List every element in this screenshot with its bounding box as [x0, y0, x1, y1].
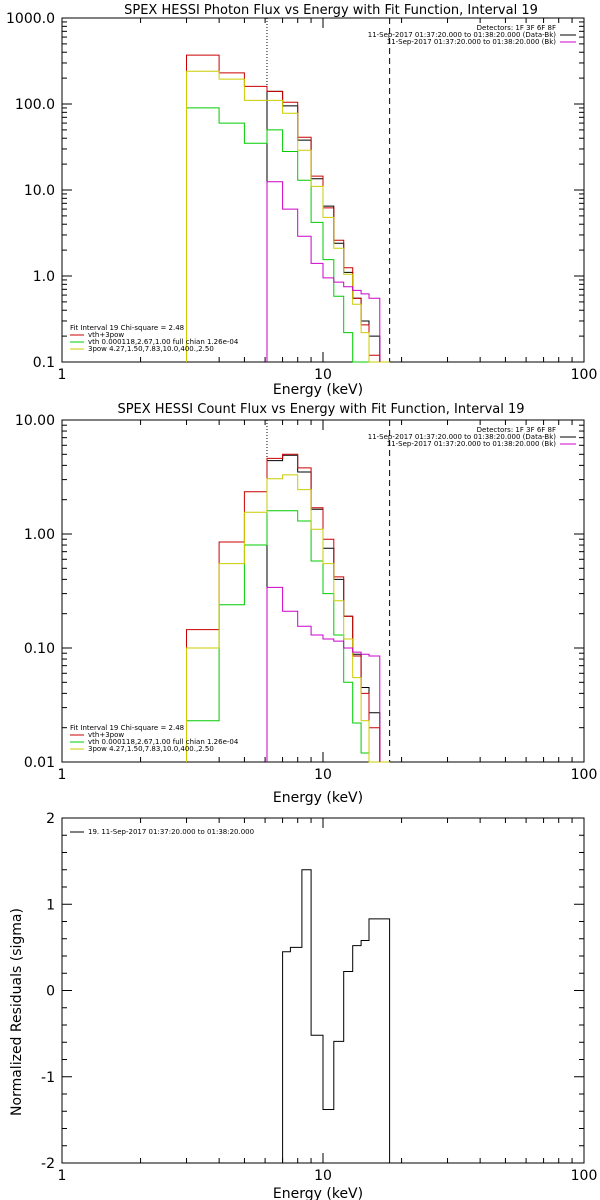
- x-tick-label: 100: [571, 767, 598, 783]
- y-tick-label: 0: [46, 984, 55, 1000]
- legend-entry-text: vth+3pow: [88, 331, 124, 339]
- series-line-vth: [186, 107, 390, 363]
- legend-entry-text: vth 0.000118,2.67,1.00 full chian 1.26e-…: [88, 338, 239, 346]
- legend-entry-text: 3pow 4.27,1.50,7.83,10.0,400.,2.50: [88, 345, 214, 353]
- series-line-bk: [266, 586, 381, 762]
- panel-title: SPEX HESSI Count Flux vs Energy with Fit…: [117, 402, 524, 417]
- legend-entry-text: 11-Sep-2017 01:37:20.000 to 01:38:20.000…: [368, 31, 557, 39]
- y-tick-label: 1000.0: [6, 11, 55, 27]
- series-line-3pow: [186, 70, 390, 363]
- legend-entry-text: Fit Interval 19 Chi-square = 2.48: [70, 724, 184, 732]
- count-flux-panel: SPEX HESSI Count Flux vs Energy with Fit…: [15, 402, 597, 806]
- x-tick-label: 1: [58, 1168, 67, 1184]
- y-tick-label: 0.01: [24, 755, 55, 771]
- y-tick-label: 2: [46, 811, 55, 827]
- x-axis-label: Energy (keV): [273, 1186, 363, 1200]
- legend-entry-text: Detectors: 1F 3F 6F 8F: [477, 426, 556, 434]
- legend-entry-text: Detectors: 1F 3F 6F 8F: [477, 24, 556, 32]
- legend-entry-text: vth 0.000118,2.67,1.00 full chian 1.26e-…: [88, 738, 239, 746]
- residuals-panel: Energy (keV) Normalized Residuals (sigma…: [9, 811, 597, 1200]
- y-tick-label: 0.10: [24, 641, 55, 657]
- x-axis-label: Energy (keV): [273, 382, 363, 398]
- y-tick-label: 10.0: [24, 183, 55, 199]
- x-tick-label: 10: [314, 1168, 332, 1184]
- legend-entry-text: vth+3pow: [88, 731, 124, 739]
- legend-entry-text: 3pow 4.27,1.50,7.83,10.0,400.,2.50: [88, 745, 214, 753]
- x-tick-label: 1: [58, 767, 67, 783]
- y-tick-label: -1: [41, 1070, 55, 1086]
- series-line-bk: [266, 181, 381, 362]
- y-tick-label: 10.00: [15, 413, 55, 429]
- x-tick-label: 1: [58, 367, 67, 383]
- legend-entry-text: 19. 11-Sep-2017 01:37:20.000 to 01:38:20…: [88, 828, 254, 836]
- panel-title: SPEX HESSI Photon Flux vs Energy with Fi…: [124, 3, 538, 18]
- legend-entry-text: 11-Sep-2017 01:37:20.000 to 01:38:20.000…: [387, 440, 557, 448]
- x-tick-label: 100: [571, 1168, 598, 1184]
- x-axis-label: Energy (keV): [273, 790, 363, 806]
- y-tick-label: 1.0: [33, 269, 55, 285]
- series-line-3pow: [186, 474, 390, 763]
- y-tick-label: -2: [41, 1156, 55, 1172]
- y-tick-label: 0.1: [33, 355, 55, 371]
- y-tick-label: 100.0: [15, 97, 55, 113]
- y-axis-label: Normalized Residuals (sigma): [9, 908, 25, 1116]
- x-tick-label: 10: [314, 367, 332, 383]
- legend-entry-text: 11-Sep-2017 01:37:20.000 to 01:38:20.000…: [387, 38, 557, 46]
- y-tick-label: 1: [46, 897, 55, 913]
- series-line-vth-3pow: [186, 453, 390, 763]
- x-tick-label: 100: [571, 367, 598, 383]
- y-tick-label: 1.00: [24, 527, 55, 543]
- photon-flux-panel: SPEX HESSI Photon Flux vs Energy with Fi…: [6, 3, 597, 398]
- x-tick-label: 10: [314, 767, 332, 783]
- legend-entry-text: Fit Interval 19 Chi-square = 2.48: [70, 324, 184, 332]
- series-line-residuals: [267, 869, 391, 1164]
- legend-entry-text: 11-Sep-2017 01:37:20.000 to 01:38:20.000…: [368, 433, 557, 441]
